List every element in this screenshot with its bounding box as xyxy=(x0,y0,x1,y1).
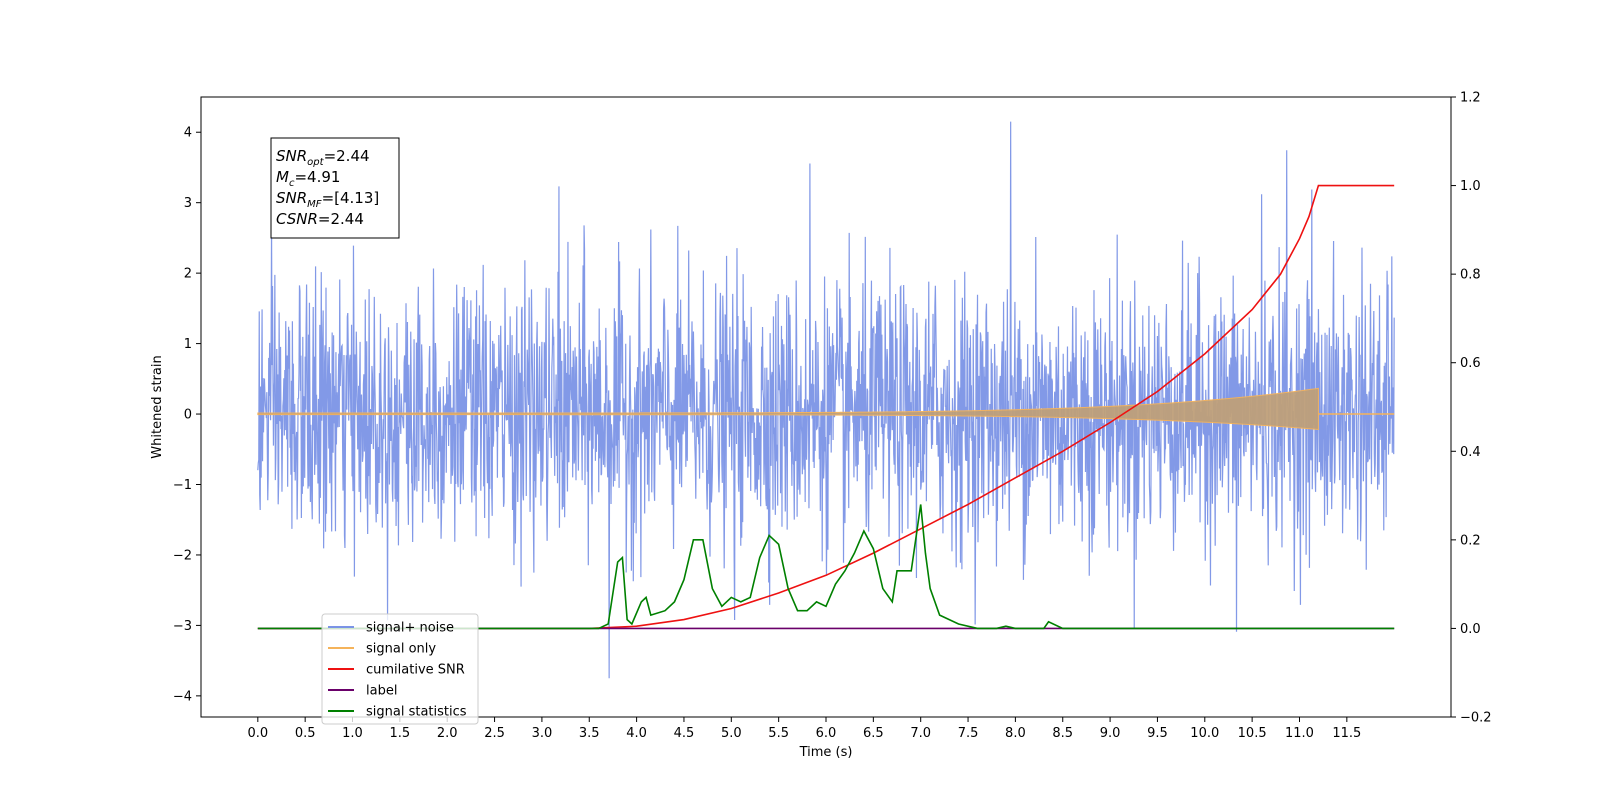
y2-tick-label: −0.2 xyxy=(1460,711,1492,726)
y-tick-label: 4 xyxy=(184,126,192,141)
x-tick-label: 8.0 xyxy=(1005,726,1026,741)
series-layer xyxy=(257,121,1395,679)
x-tick-label: 9.0 xyxy=(1100,726,1121,741)
x-tick-label: 11.0 xyxy=(1285,726,1314,741)
legend-frame xyxy=(321,613,479,725)
series-signal-statistics xyxy=(257,504,1395,630)
x-tick-label: 1.0 xyxy=(342,726,363,741)
annotation-frame xyxy=(270,137,400,239)
series-signal-only xyxy=(257,387,1319,431)
x-tick-label: 3.5 xyxy=(579,726,600,741)
y2-tick-label: 0.6 xyxy=(1460,356,1481,371)
x-tick-label: 4.5 xyxy=(674,726,695,741)
x-tick-label: 2.5 xyxy=(484,726,505,741)
y-tick-label: −2 xyxy=(173,548,192,563)
y-axis-label: Whitened strain xyxy=(150,355,165,458)
x-tick-label: 10.0 xyxy=(1190,726,1219,741)
x-tick-label: 11.5 xyxy=(1332,726,1361,741)
y-tick-label: 1 xyxy=(184,337,192,352)
y-tick-label: −3 xyxy=(173,619,192,634)
x-tick-label: 5.0 xyxy=(721,726,742,741)
legend-label: signal only xyxy=(366,642,436,657)
x-tick-label: 8.5 xyxy=(1052,726,1073,741)
y-tick-label: 0 xyxy=(184,408,192,423)
x-tick-label: 10.5 xyxy=(1238,726,1267,741)
legend-label: cumilative SNR xyxy=(366,663,465,678)
legend-label: label xyxy=(366,684,397,699)
annotation-line: Mc=4.91 xyxy=(276,168,340,189)
x-tick-label: 4.0 xyxy=(626,726,647,741)
x-tick-label: 7.0 xyxy=(910,726,931,741)
annotation-line: SNRopt=2.44 xyxy=(276,147,370,168)
x-tick-label: 3.0 xyxy=(532,726,553,741)
annotation-line: SNRMF=[4.13] xyxy=(276,189,379,210)
x-tick-label: 5.5 xyxy=(768,726,789,741)
x-tick-label: 9.5 xyxy=(1147,726,1168,741)
x-axis-label: Time (s) xyxy=(799,745,853,760)
x-tick-label: 6.5 xyxy=(863,726,884,741)
y2-tick-label: 0.2 xyxy=(1460,533,1481,548)
y-tick-label: −4 xyxy=(173,689,192,704)
y2-tick-label: 0.8 xyxy=(1460,268,1481,283)
legend: signal+ noise signal only cumilative SNR la… xyxy=(321,613,479,725)
y-tick-label: −1 xyxy=(173,478,192,493)
y2-tick-label: 1.2 xyxy=(1460,91,1481,106)
y2-tick-label: 0.4 xyxy=(1460,445,1481,460)
axes-ticks: 0.0 0.5 1.0 1.5 2.0 2.5 3.0 3.5 4.0 4.5 5.0 5.5 6.0 6… xyxy=(173,91,1492,742)
x-tick-label: 6.0 xyxy=(816,726,837,741)
x-tick-label: 1.5 xyxy=(390,726,411,741)
legend-label: signal+ noise xyxy=(366,621,454,636)
legend-label: signal statistics xyxy=(366,705,467,720)
series-cumilative-snr xyxy=(257,184,1395,630)
x-tick-label: 0.0 xyxy=(247,726,268,741)
y2-tick-label: 0.0 xyxy=(1460,622,1481,637)
y-tick-label: 3 xyxy=(184,196,192,211)
x-tick-label: 0.5 xyxy=(295,726,316,741)
x-tick-label: 7.5 xyxy=(958,726,979,741)
x-tick-label: 2.0 xyxy=(437,726,458,741)
y2-tick-label: 1.0 xyxy=(1460,179,1481,194)
series-signal-noise xyxy=(257,121,1395,679)
annotation-line: CSNR=2.44 xyxy=(276,210,364,228)
y-tick-label: 2 xyxy=(184,267,192,282)
